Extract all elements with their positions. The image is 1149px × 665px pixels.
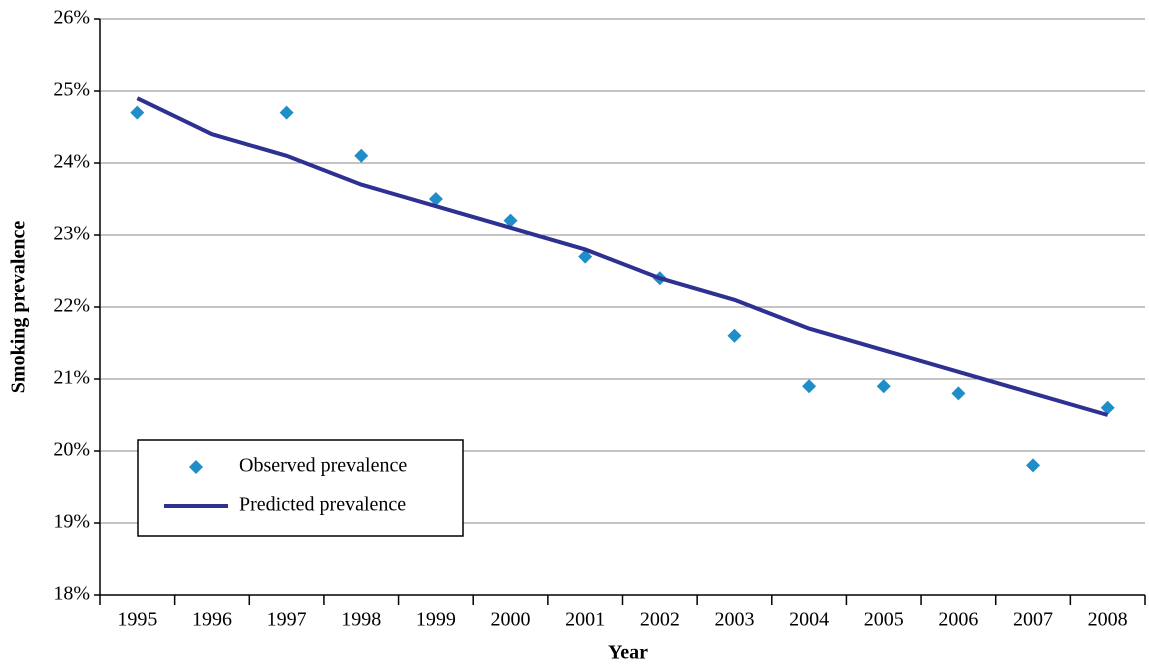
y-tick-label: 20% bbox=[53, 439, 90, 461]
data-point bbox=[727, 328, 742, 343]
x-tick-label: 1999 bbox=[416, 609, 456, 631]
x-tick-label: 2002 bbox=[640, 609, 680, 631]
legend-label: Observed prevalence bbox=[239, 455, 407, 477]
y-tick-label: 23% bbox=[53, 223, 90, 245]
y-tick-label: 18% bbox=[53, 583, 90, 605]
data-point bbox=[951, 386, 966, 401]
x-tick-label: 2007 bbox=[1013, 609, 1053, 631]
x-tick-label: 2003 bbox=[714, 609, 754, 631]
y-tick-label: 25% bbox=[53, 79, 90, 101]
legend-marker bbox=[189, 460, 203, 474]
data-point bbox=[1100, 400, 1115, 415]
line bbox=[136, 96, 1109, 417]
legend-label: Predicted prevalence bbox=[239, 494, 406, 516]
x-tick-label: 2008 bbox=[1088, 609, 1128, 631]
data-point bbox=[279, 105, 294, 120]
data-point bbox=[428, 192, 443, 206]
x-tick-label: 2005 bbox=[864, 609, 904, 631]
x-axis-label: Year bbox=[608, 642, 648, 664]
y-tick-label: 26% bbox=[53, 7, 90, 29]
x-tick-label: 1995 bbox=[117, 609, 157, 631]
x-tick-label: 1996 bbox=[192, 609, 232, 631]
x-tick-label: 2006 bbox=[938, 609, 978, 631]
y-tick-label: 22% bbox=[53, 295, 90, 317]
data-point bbox=[1026, 458, 1041, 473]
x-tick-label: 1997 bbox=[267, 609, 307, 631]
legend-box bbox=[137, 439, 464, 537]
data-point bbox=[130, 105, 145, 120]
data-point bbox=[802, 379, 817, 394]
y-tick-label: 21% bbox=[53, 367, 90, 389]
x-tick-label: 2001 bbox=[565, 609, 605, 631]
data-point bbox=[354, 148, 369, 163]
y-tick-label: 19% bbox=[53, 511, 90, 533]
y-axis-label: Smoking prevalence bbox=[8, 221, 30, 394]
x-tick-label: 2000 bbox=[491, 609, 531, 631]
data-point bbox=[876, 379, 891, 394]
x-tick-label: 1998 bbox=[341, 609, 381, 631]
data-point bbox=[578, 249, 593, 264]
y-tick-label: 24% bbox=[53, 151, 90, 173]
x-tick-label: 2004 bbox=[789, 609, 829, 631]
data-point bbox=[503, 213, 518, 228]
